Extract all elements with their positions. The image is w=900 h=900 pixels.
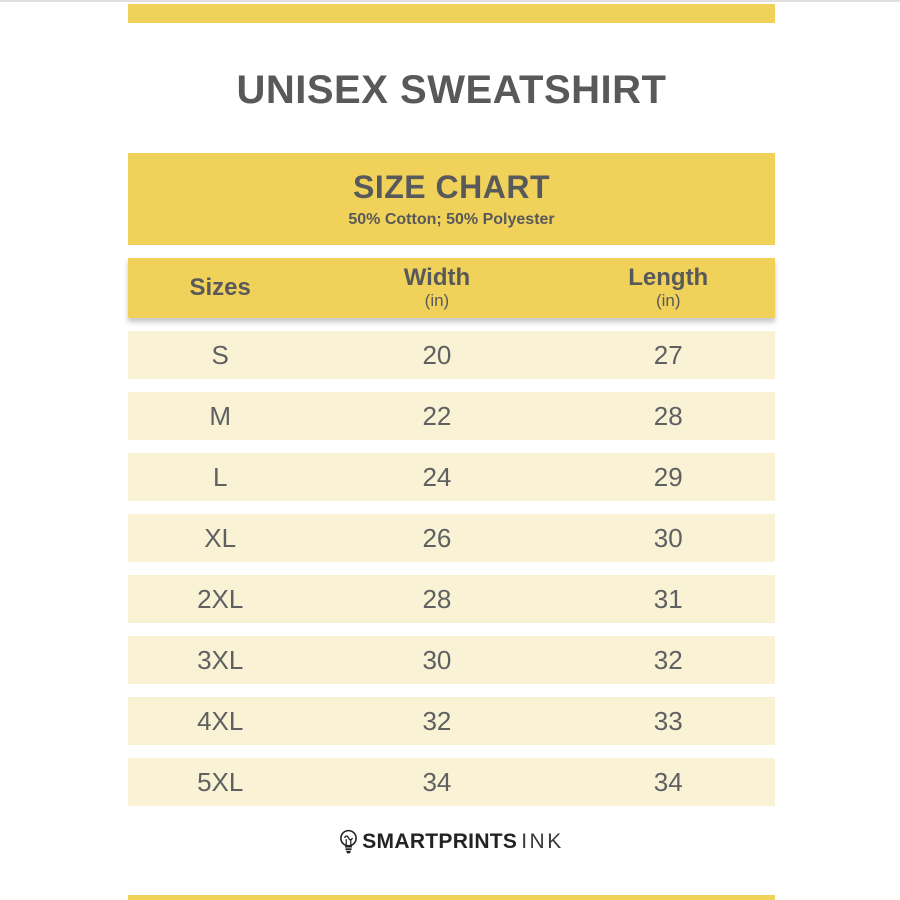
table-row: 5XL 34 34 xyxy=(128,758,775,806)
column-header-sizes: Sizes xyxy=(128,275,312,301)
row-size: 4XL xyxy=(197,705,244,736)
row-size: S xyxy=(211,339,229,370)
brand-logo: SMARTPRINTS INK xyxy=(128,824,775,860)
table-row: 2XL 28 31 xyxy=(128,575,775,623)
row-length: 27 xyxy=(653,339,683,370)
row-length: 30 xyxy=(653,522,683,553)
row-width: 34 xyxy=(422,766,452,797)
row-length: 32 xyxy=(653,644,683,675)
page-top-divider xyxy=(0,0,900,2)
row-length: 34 xyxy=(653,766,683,797)
column-header-unit: (in) xyxy=(655,291,681,310)
size-chart-heading: SIZE CHART xyxy=(353,169,550,205)
bottom-accent-bar xyxy=(128,895,775,900)
column-header-length: Length (in) xyxy=(561,265,775,311)
column-header-label: Width xyxy=(403,264,471,291)
top-accent-bar xyxy=(128,4,775,23)
row-size: 3XL xyxy=(197,644,244,675)
size-table-body: S 20 27 M 22 28 L 24 29 XL 26 30 2XL 28 … xyxy=(128,331,775,819)
column-header-label: Sizes xyxy=(189,274,251,301)
row-length: 29 xyxy=(653,461,683,492)
table-row: 3XL 30 32 xyxy=(128,636,775,684)
table-row: S 20 27 xyxy=(128,331,775,379)
row-width: 30 xyxy=(422,644,452,675)
row-length: 28 xyxy=(653,400,683,431)
lightbulb-icon xyxy=(339,829,358,856)
table-row: M 22 28 xyxy=(128,392,775,440)
row-size: XL xyxy=(204,522,237,553)
brand-name-primary: SMARTPRINTS xyxy=(362,830,518,853)
row-width: 28 xyxy=(422,583,452,614)
row-size: 2XL xyxy=(197,583,244,614)
row-length: 33 xyxy=(653,705,683,736)
row-width: 32 xyxy=(422,705,452,736)
table-row: L 24 29 xyxy=(128,453,775,501)
row-length: 31 xyxy=(653,583,683,614)
row-size: M xyxy=(209,400,232,431)
row-width: 24 xyxy=(422,461,452,492)
column-header-label: Length xyxy=(628,264,709,291)
row-size: L xyxy=(212,461,228,492)
material-subheading: 50% Cotton; 50% Polyester xyxy=(348,211,555,228)
table-row: XL 26 30 xyxy=(128,514,775,562)
page-title: UNISEX SWEATSHIRT xyxy=(236,68,667,112)
size-table-header: Sizes Width (in) Length (in) xyxy=(128,258,775,318)
brand-name-secondary: INK xyxy=(521,830,564,853)
row-width: 26 xyxy=(422,522,452,553)
row-width: 20 xyxy=(422,339,452,370)
column-header-width: Width (in) xyxy=(312,265,561,311)
size-chart-banner: SIZE CHART 50% Cotton; 50% Polyester xyxy=(128,153,775,245)
table-row: 4XL 32 33 xyxy=(128,697,775,745)
column-header-unit: (in) xyxy=(424,291,450,310)
row-width: 22 xyxy=(422,400,452,431)
row-size: 5XL xyxy=(197,766,244,797)
